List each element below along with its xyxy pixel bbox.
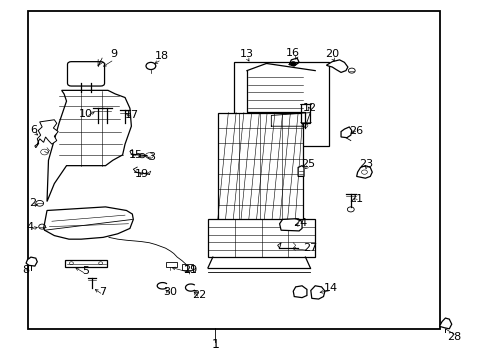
Text: 7: 7 [100,287,106,297]
Polygon shape [298,166,304,176]
Text: 8: 8 [22,265,30,275]
Text: 24: 24 [293,218,307,228]
Text: 17: 17 [125,111,139,121]
Circle shape [290,62,296,66]
Bar [166,262,177,267]
Text: 2: 2 [29,198,37,208]
Text: 18: 18 [154,51,168,61]
Polygon shape [326,60,347,72]
Text: 11: 11 [183,265,198,275]
Bar [27,12,439,329]
Text: 6: 6 [30,125,37,135]
Polygon shape [26,257,37,266]
Text: 4: 4 [26,222,34,231]
Text: 14: 14 [324,283,338,293]
Bar [65,260,106,267]
Text: 19: 19 [135,168,149,179]
Polygon shape [356,166,371,178]
Polygon shape [47,90,131,202]
Text: 20: 20 [325,49,339,59]
Bar [301,104,309,123]
Bar [182,264,192,270]
Text: 5: 5 [82,266,89,276]
Text: 3: 3 [148,152,155,162]
Text: 27: 27 [303,243,317,253]
Text: 26: 26 [349,126,363,135]
Bar [207,220,315,257]
Text: 28: 28 [446,332,460,342]
Text: 10: 10 [79,109,93,120]
FancyBboxPatch shape [67,62,104,86]
Polygon shape [310,286,325,299]
Text: 9: 9 [110,49,118,59]
Bar [217,113,303,220]
Polygon shape [279,219,302,231]
Polygon shape [35,120,58,148]
Bar [233,62,328,146]
Polygon shape [293,286,306,298]
Text: 29: 29 [183,265,197,275]
Text: 12: 12 [303,103,317,113]
Polygon shape [43,207,133,239]
Text: 21: 21 [349,194,363,204]
Text: 30: 30 [163,287,177,297]
Text: 13: 13 [240,49,253,59]
Text: 22: 22 [192,291,206,301]
Text: 25: 25 [300,159,314,169]
Text: 16: 16 [285,48,300,58]
Text: 1: 1 [211,338,219,351]
Polygon shape [340,127,351,138]
Text: 23: 23 [359,159,373,169]
Polygon shape [439,318,451,329]
Text: 15: 15 [129,150,143,160]
